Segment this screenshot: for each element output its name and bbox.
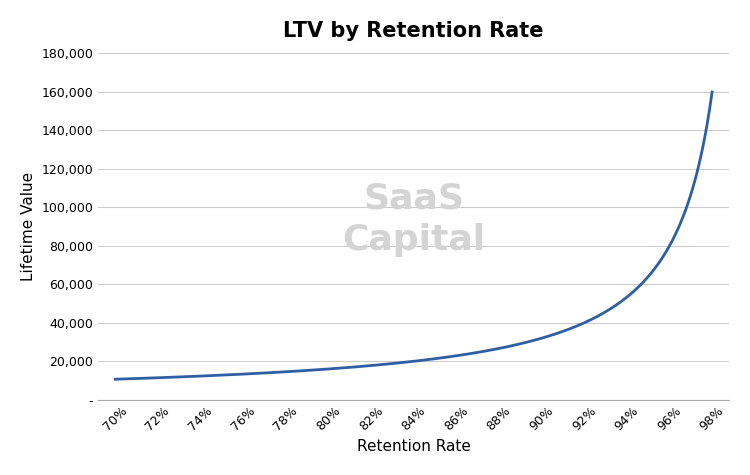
Y-axis label: Lifetime Value: Lifetime Value bbox=[21, 172, 36, 281]
X-axis label: Retention Rate: Retention Rate bbox=[357, 439, 470, 454]
Title: LTV by Retention Rate: LTV by Retention Rate bbox=[284, 21, 544, 41]
Text: SaaS: SaaS bbox=[363, 182, 464, 216]
Text: Capital: Capital bbox=[342, 223, 485, 257]
